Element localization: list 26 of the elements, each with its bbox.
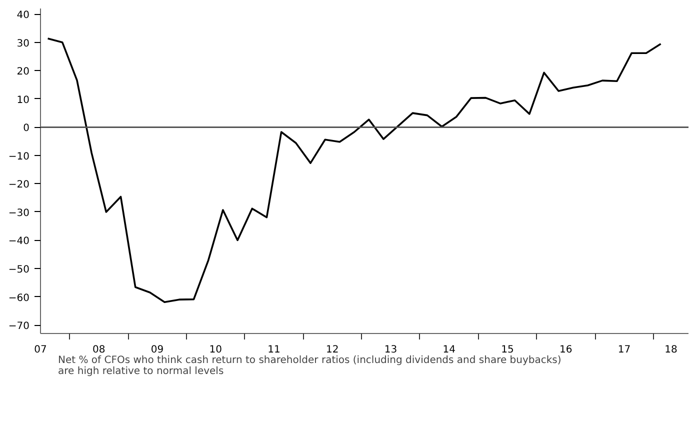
y-tick-label: 20: [16, 66, 30, 78]
x-tick-label: 12: [326, 344, 339, 356]
x-tick-label: 11: [268, 344, 280, 356]
x-tick-label: 07: [34, 344, 47, 356]
y-tick-label: −10: [8, 151, 30, 162]
y-tick-label: −70: [8, 321, 30, 332]
y-tick-label: 40: [16, 10, 30, 22]
y-tick-label: 30: [16, 38, 30, 50]
y-tick-label: −50: [8, 264, 30, 276]
y-tick-label: −30: [8, 208, 30, 219]
x-tick-label: 10: [209, 344, 222, 356]
y-tick-label: 0: [23, 123, 30, 134]
line-series: [46, 38, 662, 304]
y-tick-label: 10: [16, 94, 30, 106]
y-tick-label: −20: [8, 180, 30, 191]
x-tick-label: 17: [618, 344, 631, 356]
x-tick-label: 08: [92, 344, 106, 356]
text: Net % of CFOs who think cash return to shareholder ratios (including dividends and share buybacks) are high relative to normal levels: [58, 355, 562, 377]
x-tick-label: 14: [442, 344, 456, 356]
x-tick-label: 15: [501, 344, 514, 356]
y-tick-label: −40: [8, 236, 30, 248]
x-tick-label: 18: [664, 344, 678, 356]
y-tick-label: −60: [8, 292, 30, 304]
x-tick-label: 09: [150, 344, 164, 356]
x-tick-label: 13: [384, 344, 398, 356]
x-tick-label: 16: [560, 344, 572, 356]
